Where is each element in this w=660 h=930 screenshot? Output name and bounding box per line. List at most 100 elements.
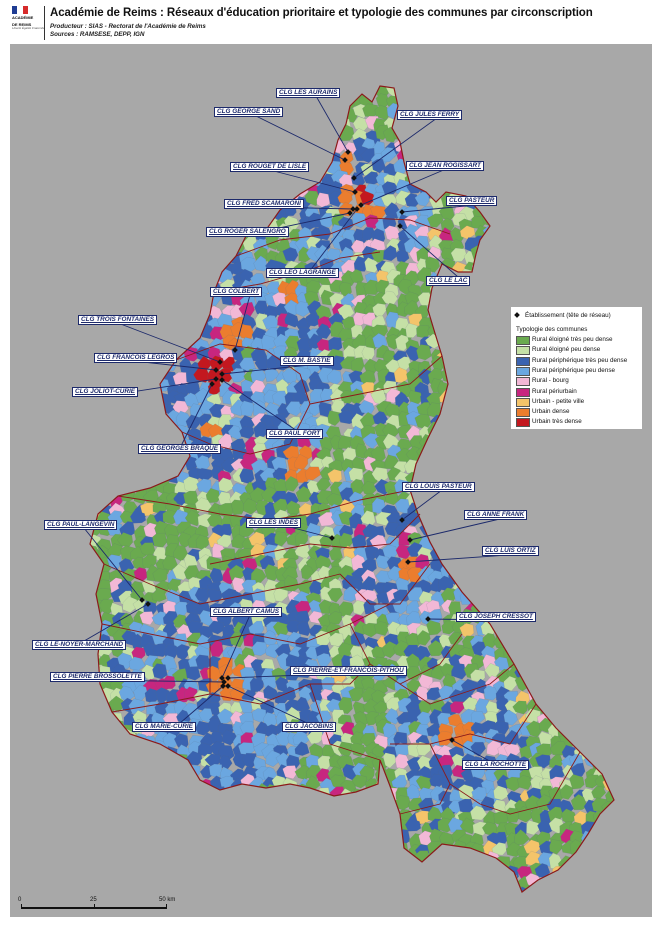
- leader-line: [117, 322, 221, 363]
- establishment-symbol-icon: [514, 312, 520, 318]
- establishment-marker: [449, 737, 455, 743]
- producer-text: Producteur : SIAS - Rectorat de l'Académ…: [50, 23, 206, 30]
- establishment-marker: [219, 377, 225, 383]
- legend-swatch: [516, 377, 530, 387]
- school-label: CLG PIERRE-ET-FRANCOIS-PITHOU: [290, 666, 407, 676]
- legend-swatch: [516, 387, 530, 397]
- establishment-marker: [213, 376, 219, 382]
- school-label: CLG FRANCOIS LEGROS: [94, 353, 178, 363]
- logo-motto: Liberté Égalité Fraternité: [12, 26, 45, 31]
- school-label: CLG GEORGES BRAQUE: [138, 444, 222, 454]
- leader-line: [234, 294, 251, 351]
- establishment-marker: [225, 675, 231, 681]
- scale-label-50: 50 km: [159, 897, 176, 903]
- scale-tick: [166, 904, 167, 909]
- establishment-marker: [220, 683, 226, 689]
- legend-item-label: Rural éloigné peu dense: [532, 346, 601, 354]
- leader-line: [285, 525, 333, 539]
- school-label: CLG LES INDES: [246, 518, 302, 528]
- school-label: CLG FRED SCAMARONI: [224, 199, 304, 209]
- legend: Établissement (tête de réseau) Typologie…: [511, 307, 642, 429]
- school-label: CLG LOUIS PASTEUR: [402, 482, 475, 492]
- establishment-marker: [351, 175, 357, 181]
- school-label: CLG ROGER SALENGRO: [206, 227, 289, 237]
- map-canvas: [71, 85, 615, 893]
- establishment-marker: [352, 189, 358, 195]
- school-label: CLG JULES FERRY: [397, 110, 463, 120]
- header: ACADÉMIE DE REIMS Liberté Égalité Frater…: [0, 0, 660, 44]
- leader-line: [221, 614, 251, 679]
- legend-item-label: Rural éloigné très peu dense: [532, 336, 613, 343]
- legend-item-label: Rural périphérique très peu dense: [532, 356, 628, 364]
- school-label: CLG MARIE-CURIE: [132, 722, 196, 732]
- leader-line: [360, 168, 447, 206]
- legend-typology-title: Typologie des communes: [516, 326, 588, 333]
- establishment-marker: [397, 223, 403, 229]
- scale-tick: [21, 904, 22, 909]
- legend-item-label: Rural périphérique peu dense: [532, 366, 615, 374]
- leader-line: [353, 117, 438, 179]
- map-frame: CLG LES AURAINS CLG GEORGE SAND CLG JULES …: [10, 44, 652, 917]
- leader-line: [401, 489, 443, 521]
- school-label: CLG JACOBINS: [282, 722, 337, 732]
- legend-swatch: [516, 418, 530, 428]
- establishment-marker: [358, 202, 364, 208]
- establishment-marker: [219, 371, 225, 377]
- legend-item-label: Urbain - petite ville: [532, 397, 585, 405]
- establishment-marker: [232, 347, 238, 353]
- establishment-marker: [221, 679, 227, 685]
- establishment-marker: [399, 517, 405, 523]
- establishment-marker: [145, 601, 151, 607]
- school-label: CLG PAUL-LANGEVIN: [44, 520, 118, 530]
- establishment-marker: [213, 367, 219, 373]
- region-boundary: [89, 85, 615, 893]
- school-label: CLG LES AURAINS: [276, 88, 341, 98]
- legend-establishment-label: Établissement (tête de réseau): [525, 312, 611, 319]
- school-label: CLG PASTEUR: [446, 196, 498, 206]
- leader-line: [269, 169, 356, 193]
- map-title: Académie de Reims : Réseaux d'éducation …: [50, 7, 593, 19]
- logo-line-2: DE REIMS: [12, 21, 32, 27]
- legend-swatch: [516, 408, 530, 418]
- legend-item-label: Urbain dense: [532, 408, 570, 416]
- school-label: CLG GEORGE SAND: [214, 107, 284, 117]
- legend-swatch: [516, 336, 530, 345]
- establishment-marker: [329, 535, 335, 541]
- establishment-marker: [219, 675, 225, 681]
- leader-line: [253, 114, 346, 161]
- establishment-marker: [354, 206, 360, 212]
- leader-line: [177, 383, 213, 453]
- school-label: CLG LE LAC: [426, 276, 471, 286]
- establishment-marker: [399, 209, 405, 215]
- academie-logo: ACADÉMIE DE REIMS Liberté Égalité Frater…: [12, 6, 46, 42]
- circonscription-boundaries: [101, 217, 581, 815]
- establishment-marker: [139, 597, 145, 603]
- school-label: CLG PAUL FORT: [266, 429, 324, 439]
- scale-label-0: 0: [18, 897, 22, 903]
- establishment-marker: [345, 149, 351, 155]
- establishment-marker: [347, 210, 353, 216]
- scale-tick: [94, 904, 95, 909]
- logo-divider: [44, 6, 45, 40]
- establishment-marker: [225, 683, 231, 689]
- school-label: CLG M. BASTIE: [280, 356, 334, 366]
- school-label: CLG ALBERT CAMUS: [210, 607, 283, 617]
- logo-line-1: ACADÉMIE: [12, 15, 34, 20]
- establishment-marker: [425, 616, 431, 622]
- establishment-marker: [405, 559, 411, 565]
- leader-line: [83, 527, 143, 601]
- scale-label-25: 25: [90, 897, 97, 903]
- school-label: CLG LUIS ORTIZ: [482, 546, 539, 556]
- legend-swatch: [516, 346, 530, 356]
- legend-swatch: [516, 366, 530, 376]
- establishment-marker: [217, 359, 223, 365]
- school-label: CLG COLBERT: [210, 287, 263, 297]
- establishment-marker: [407, 537, 413, 543]
- school-label: CLG LEO LAGRANGE: [266, 268, 339, 278]
- leader-line: [399, 225, 467, 285]
- leader-line: [305, 208, 358, 277]
- leader-line: [221, 379, 307, 438]
- flag-icon: [12, 6, 28, 14]
- establishment-marker: [350, 206, 356, 212]
- legend-item-label: Rural - bourg: [532, 377, 569, 385]
